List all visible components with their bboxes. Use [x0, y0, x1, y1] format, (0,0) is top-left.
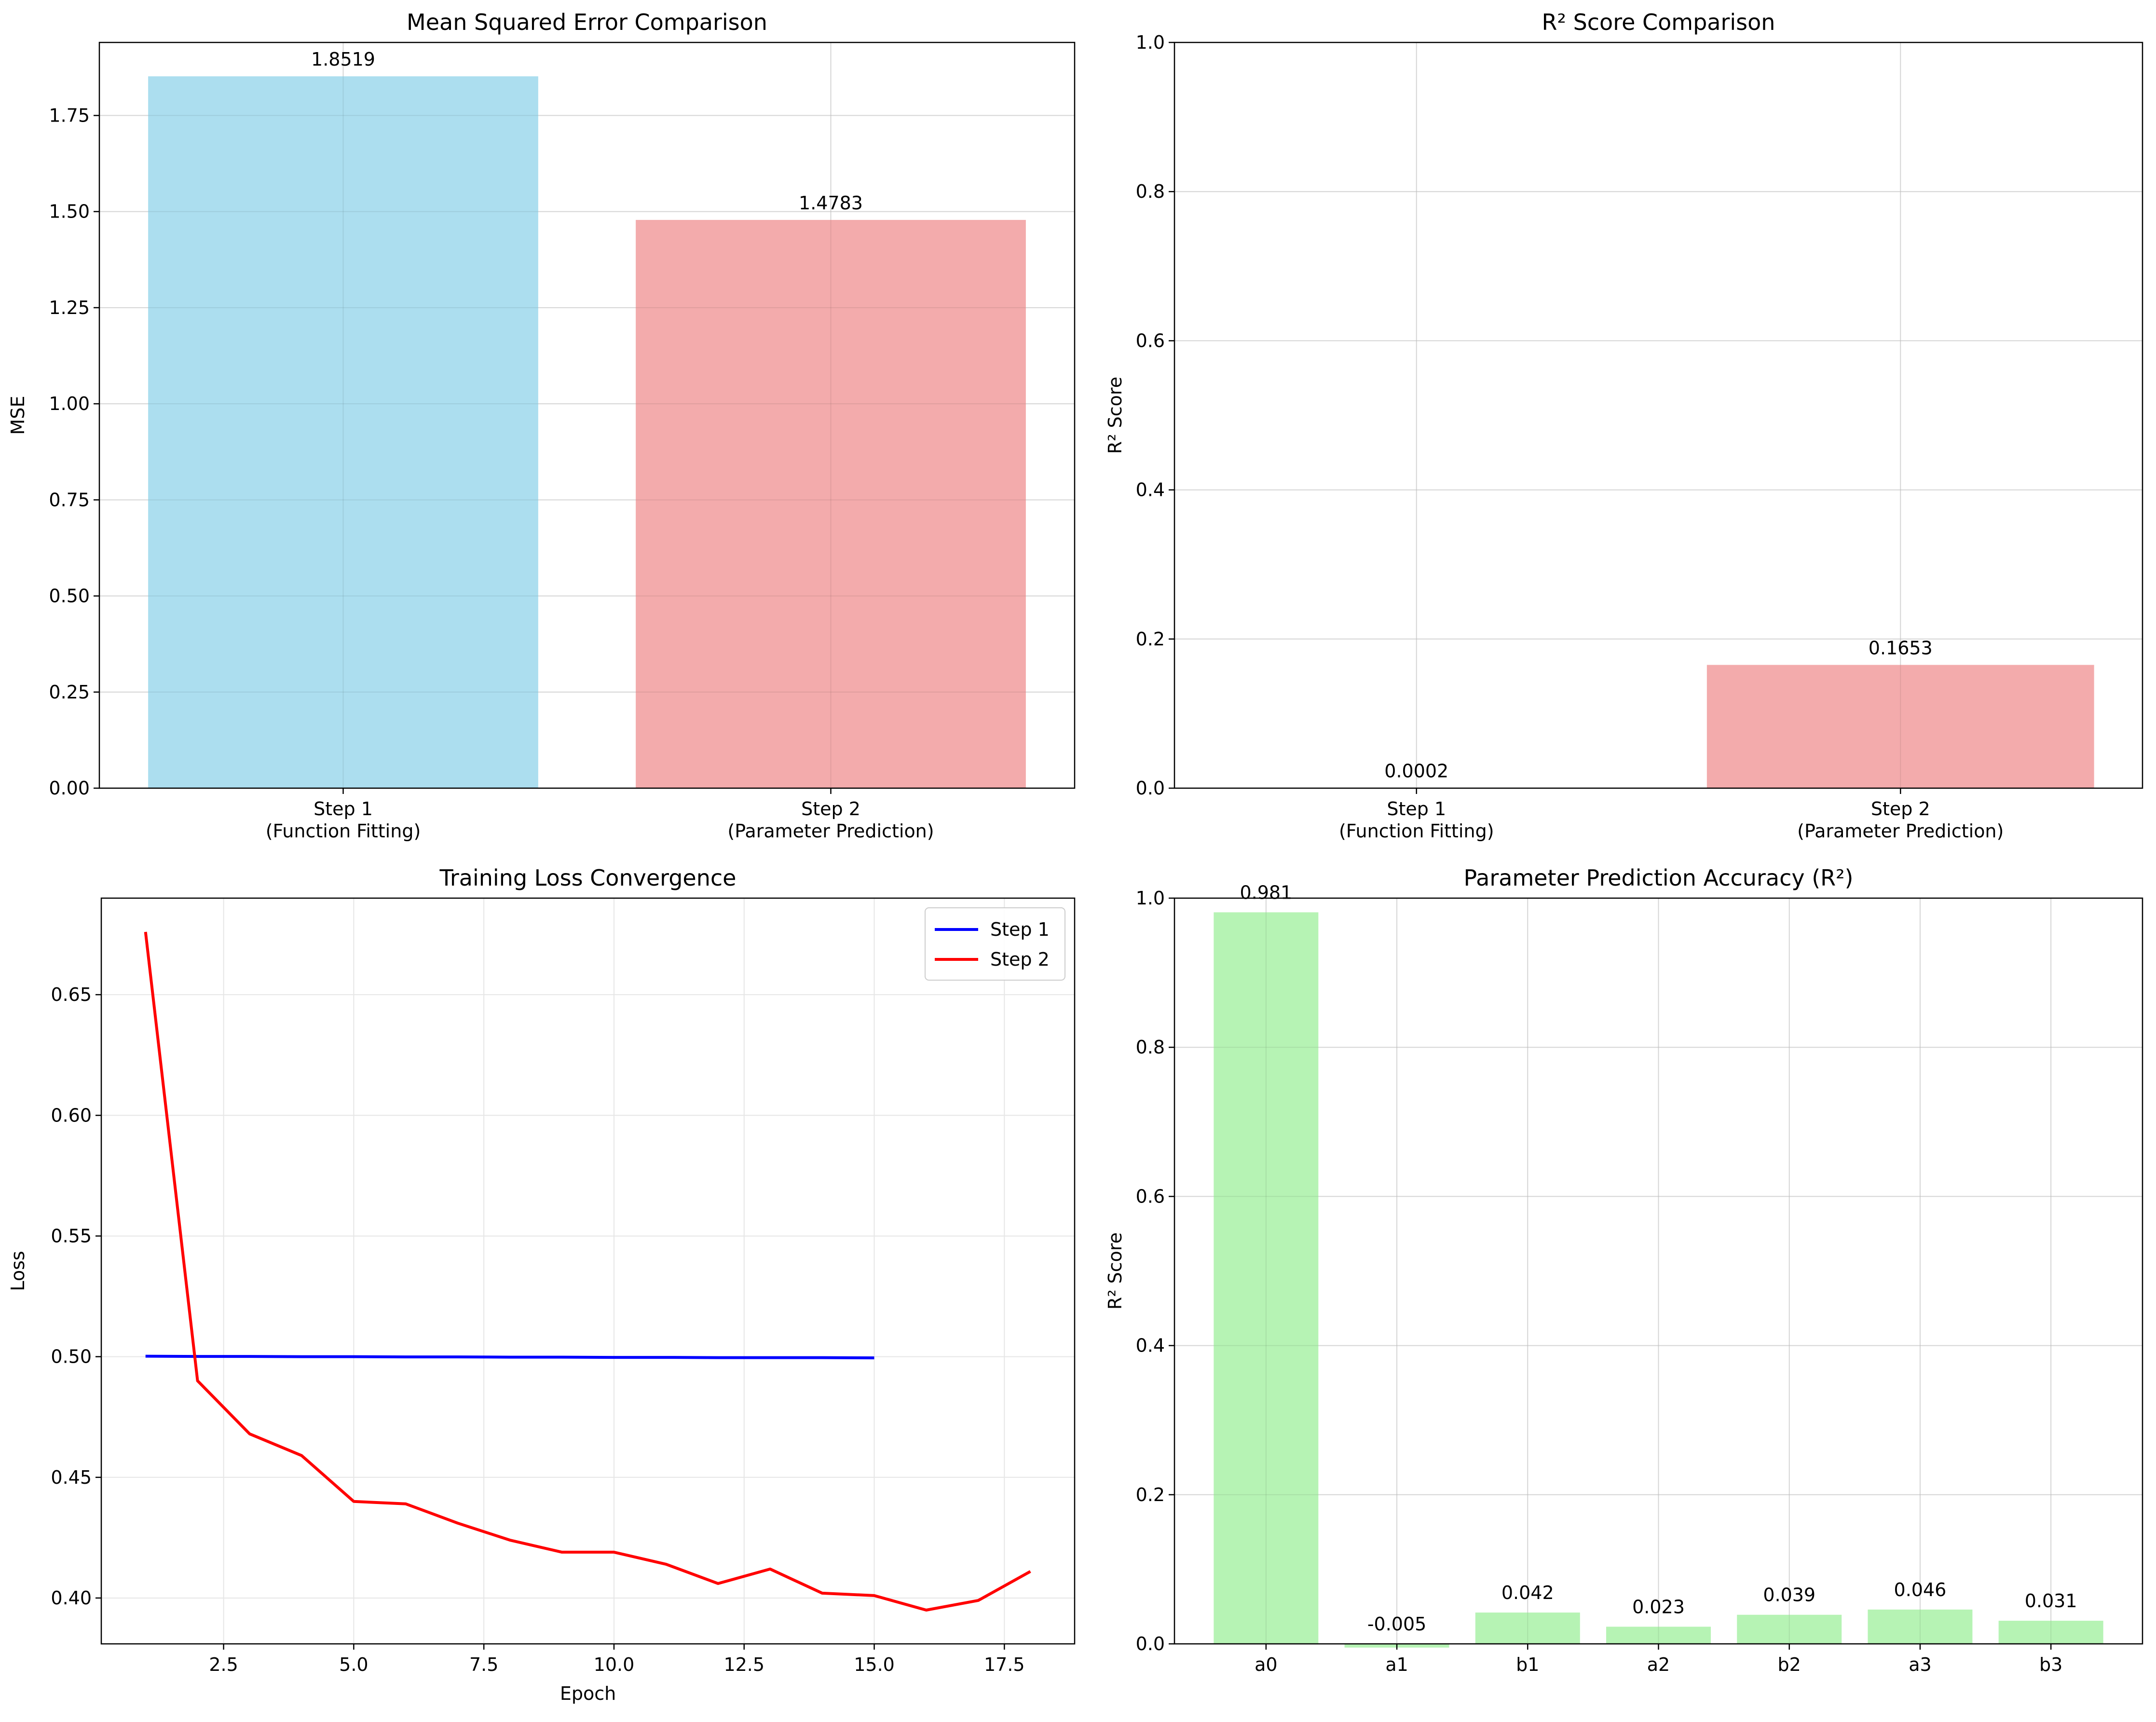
param-xtick-label-2: b1 — [1516, 1654, 1539, 1675]
loss-xtick-label: 10.0 — [594, 1654, 635, 1675]
training-loss-panel: Training Loss Convergence 0.40 0.45 0.50 0.5… — [7, 865, 1076, 1704]
param-data-label-3: 0.023 — [1632, 1596, 1685, 1617]
param-ytick-label: 0.6 — [1136, 1186, 1165, 1207]
r2-data-label-1: 0.1653 — [1869, 637, 1933, 658]
r2-frame — [1174, 41, 2143, 789]
mse-xtick-label-1: Step 2 (Parameter Prediction) — [727, 798, 934, 842]
mse-frame — [98, 41, 1076, 789]
parameter-accuracy-panel: Parameter Prediction Accuracy (R²) 0.0 0.2… — [1105, 865, 2143, 1675]
loss-xtick-label: 2.5 — [209, 1654, 238, 1675]
param-xtick-label-0: a0 — [1255, 1654, 1277, 1675]
r2-ytick-label: 0.2 — [1136, 629, 1165, 650]
mse-xtick-label-0: Step 1 (Function Fitting) — [266, 798, 421, 842]
loss-xlabel: Epoch — [560, 1683, 616, 1704]
param-ytick-label: 0.4 — [1136, 1335, 1165, 1356]
mse-ytick-label: 0.75 — [49, 489, 90, 510]
loss-ytick-label: 0.50 — [51, 1346, 92, 1367]
param-title: Parameter Prediction Accuracy (R²) — [1463, 865, 1853, 891]
loss-ytick-label: 0.40 — [51, 1587, 92, 1609]
loss-series-line-1 — [144, 931, 1031, 1612]
r2-ytick-label: 1.0 — [1136, 32, 1165, 53]
param-bar-4 — [1737, 1614, 1842, 1644]
param-bar-2 — [1475, 1613, 1580, 1644]
r2-ytick-label: 0.0 — [1136, 778, 1165, 799]
r2-bar-1 — [1706, 665, 2094, 788]
param-xtick-label-3: a2 — [1647, 1654, 1670, 1675]
r2-xtick-label-0: Step 1 (Function Fitting) — [1339, 798, 1494, 842]
param-data-label-0: 0.981 — [1240, 882, 1292, 903]
loss-ytick-label: 0.45 — [51, 1467, 92, 1488]
param-data-label-1: -0.005 — [1367, 1613, 1427, 1635]
param-ytick-label: 0.0 — [1136, 1633, 1165, 1654]
loss-xtick-label: 15.0 — [854, 1654, 895, 1675]
r2-title: R² Score Comparison — [1542, 9, 1775, 35]
mse-ytick-label: 1.75 — [49, 105, 90, 126]
loss-legend-label-0: Step 1 — [990, 919, 1050, 940]
mse-bar-0 — [148, 76, 538, 788]
loss-xtick-label: 17.5 — [984, 1654, 1025, 1675]
r2-xtick-label-1: Step 2 (Parameter Prediction) — [1797, 798, 2004, 842]
mse-ytick-label: 1.25 — [49, 297, 90, 318]
mse-ytick-label: 1.00 — [49, 393, 90, 414]
mse-ytick-label: 0.50 — [49, 586, 90, 607]
param-xtick-label-5: a3 — [1909, 1654, 1931, 1675]
param-data-label-5: 0.046 — [1894, 1579, 1947, 1600]
mse-ytick-label: 0.00 — [49, 778, 90, 799]
r2-ytick-label: 0.6 — [1136, 330, 1165, 351]
param-ytick-label: 0.2 — [1136, 1484, 1165, 1505]
loss-legend: Step 1 Step 2 — [925, 907, 1065, 981]
mse-ylabel: MSE — [7, 396, 28, 435]
loss-ylabel: Loss — [7, 1251, 28, 1291]
mse-comparison-panel: Mean Squared Error Comparison 0.00 0.25 0.5… — [7, 9, 1076, 842]
param-bar-3 — [1606, 1626, 1711, 1644]
loss-ytick-label: 0.60 — [51, 1105, 92, 1126]
mse-ytick-label: 1.50 — [49, 201, 90, 222]
param-bar-0 — [1214, 912, 1319, 1644]
loss-ytick-label: 0.55 — [51, 1225, 92, 1246]
r2-comparison-panel: R² Score Comparison 0.0 0.2 0.4 0.6 0.8 1.0 0.0… — [1105, 9, 2143, 842]
loss-title: Training Loss Convergence — [439, 865, 737, 891]
r2-ytick-label: 0.4 — [1136, 479, 1165, 501]
param-bar-6 — [1998, 1621, 2103, 1644]
loss-ytick-label: 0.65 — [51, 984, 92, 1005]
param-ytick-label: 0.8 — [1136, 1037, 1165, 1058]
loss-legend-label-1: Step 2 — [990, 949, 1050, 970]
loss-xtick-label: 5.0 — [339, 1654, 368, 1675]
loss-xtick-label: 7.5 — [469, 1654, 498, 1675]
param-data-label-2: 0.042 — [1501, 1582, 1554, 1603]
param-xtick-label-4: b2 — [1778, 1654, 1801, 1675]
mse-data-label-0: 1.8519 — [311, 49, 375, 70]
param-xtick-label-6: b3 — [2039, 1654, 2062, 1675]
param-data-label-6: 0.031 — [2025, 1590, 2077, 1612]
loss-xtick-label: 12.5 — [723, 1654, 764, 1675]
r2-data-label-0: 0.0002 — [1384, 761, 1448, 782]
mse-data-label-1: 1.4783 — [799, 192, 863, 214]
param-ylabel: R² Score — [1105, 1232, 1126, 1310]
r2-ylabel: R² Score — [1105, 377, 1126, 454]
param-data-label-4: 0.039 — [1763, 1585, 1815, 1606]
mse-ytick-label: 0.25 — [49, 682, 90, 703]
loss-frame — [100, 897, 1076, 1645]
mse-bar-1 — [636, 219, 1026, 788]
param-bar-5 — [1868, 1609, 1973, 1644]
mse-title: Mean Squared Error Comparison — [407, 9, 767, 35]
loss-series-line-0 — [145, 1354, 874, 1360]
param-xtick-label-1: a1 — [1385, 1654, 1408, 1675]
param-ytick-label: 1.0 — [1136, 888, 1165, 909]
loss-legend-box — [925, 907, 1065, 981]
param-frame — [1174, 897, 2143, 1645]
r2-ytick-label: 0.8 — [1136, 181, 1165, 202]
